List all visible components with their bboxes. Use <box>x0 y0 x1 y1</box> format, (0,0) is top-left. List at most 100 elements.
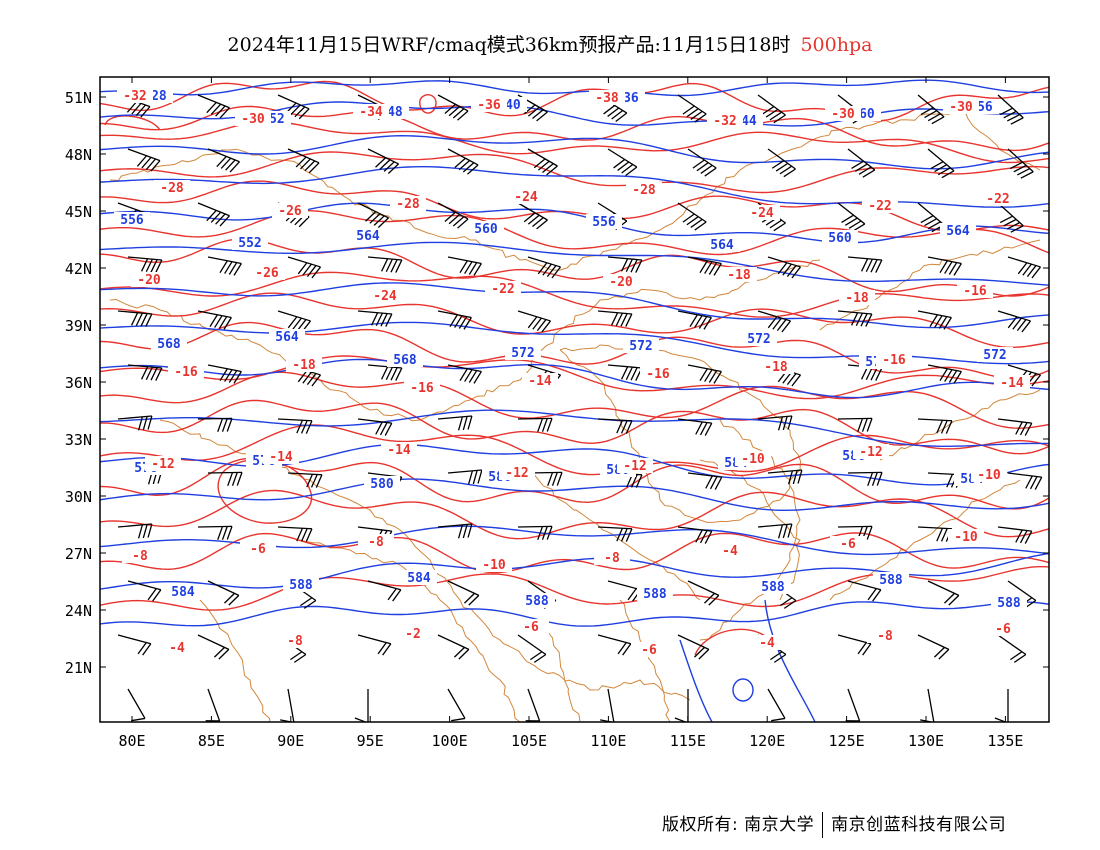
temp-label: -6 <box>250 542 266 557</box>
temp-label: -12 <box>151 457 174 472</box>
latitude-axis: 51N 48N 45N 42N 39N 36N 33N 30N 27N 24N 21N <box>65 89 1049 677</box>
height-label: 560 <box>828 231 852 246</box>
lon-label: 135E <box>987 732 1023 750</box>
lat-label: 39N <box>65 317 92 335</box>
temp-label: -22 <box>491 282 514 297</box>
temp-label: -2 <box>405 627 421 642</box>
lon-label: 100E <box>432 732 468 750</box>
temp-label: -8 <box>287 634 303 649</box>
temp-label: -24 <box>750 206 774 221</box>
temp-label: -22 <box>986 192 1009 207</box>
lon-label: 115E <box>670 732 706 750</box>
geopotential-height-contours <box>100 79 1049 722</box>
temp-label: -16 <box>410 381 434 396</box>
height-label: 572 <box>629 339 652 354</box>
temp-label: -18 <box>764 360 788 375</box>
temp-label: -4 <box>759 636 775 651</box>
temp-label: -16 <box>174 365 198 380</box>
temp-label: -20 <box>609 275 633 290</box>
height-label: 572 <box>747 332 770 347</box>
temp-label: -14 <box>269 450 293 465</box>
temp-label: -16 <box>882 353 906 368</box>
temp-label: -12 <box>859 445 882 460</box>
height-label: 556 <box>592 215 616 230</box>
temp-label: -24 <box>514 190 538 205</box>
height-label: 588 <box>643 587 667 602</box>
lat-label: 45N <box>65 203 92 221</box>
height-label: 572 <box>983 348 1006 363</box>
temp-label: -30 <box>831 107 855 122</box>
temp-label: -4 <box>722 544 738 559</box>
lon-label: 85E <box>198 732 225 750</box>
lon-label: 130E <box>908 732 944 750</box>
temp-label: -16 <box>646 367 670 382</box>
lat-label: 30N <box>65 488 92 506</box>
height-label: 580 <box>370 477 394 492</box>
lat-label: 51N <box>65 89 92 107</box>
lon-label: 105E <box>511 732 547 750</box>
height-label: 564 <box>710 238 734 253</box>
temp-label: -12 <box>623 459 646 474</box>
title-text: 2024年11月15日WRF/cmaq模式36km预报产品:11月15日18时 <box>227 34 791 56</box>
temperature-contour-labels: -32 -30 -34 -36 -38 -32 -30 -30 -28 -26 -28 -24 -28 -… <box>117 88 1030 658</box>
wind-barbs <box>117 94 1043 722</box>
temp-label: -18 <box>727 268 751 283</box>
height-label: 588 <box>525 594 549 609</box>
temp-label: -30 <box>949 100 973 115</box>
temp-label: -26 <box>255 266 279 281</box>
height-label: 568 <box>393 353 417 368</box>
copyright-footer: 版权所有: 南京大学 南京创蓝科技有限公司 <box>662 810 1006 838</box>
temp-label: -18 <box>292 358 316 373</box>
temp-label: -32 <box>713 114 736 129</box>
copyright-company: 南京创蓝科技有限公司 <box>831 815 1007 835</box>
temp-label: -8 <box>877 629 893 644</box>
height-label: 564 <box>356 229 380 244</box>
temp-label: -10 <box>954 530 978 545</box>
temp-label: -38 <box>595 91 619 106</box>
lon-label: 120E <box>749 732 785 750</box>
height-label: 572 <box>511 346 534 361</box>
height-label: 564 <box>275 330 299 345</box>
temp-label: -10 <box>977 468 1001 483</box>
temp-label: -4 <box>169 641 185 656</box>
lon-label: 95E <box>357 732 384 750</box>
lon-label: 125E <box>829 732 865 750</box>
temp-label: -26 <box>278 204 302 219</box>
temp-label: -28 <box>632 183 656 198</box>
copyright-separator <box>822 812 824 838</box>
temp-label: -24 <box>373 289 397 304</box>
lat-label: 42N <box>65 260 92 278</box>
height-label: 560 <box>474 222 498 237</box>
height-label: 564 <box>946 224 970 239</box>
temp-label: -8 <box>132 549 148 564</box>
temp-label: -20 <box>137 273 161 288</box>
temp-label: -14 <box>528 374 552 389</box>
height-label: 588 <box>879 573 903 588</box>
temp-label: -18 <box>845 291 869 306</box>
height-label: 552 <box>238 236 261 251</box>
temp-label: -28 <box>160 181 184 196</box>
lon-label: 90E <box>277 732 304 750</box>
temp-label: -34 <box>359 105 383 120</box>
temp-label: -6 <box>840 537 856 552</box>
temp-label: -14 <box>387 443 411 458</box>
temp-label: -28 <box>396 197 420 212</box>
temp-label: -22 <box>868 199 891 214</box>
temp-label: -32 <box>123 89 146 104</box>
temp-label: -14 <box>1000 376 1024 391</box>
longitude-axis: 80E 85E 90E 95E 100E 105E 110E 115E 120E 125E 130E… <box>118 77 1023 750</box>
temp-label: -6 <box>641 643 657 658</box>
temp-label: -8 <box>604 551 620 566</box>
lat-label: 24N <box>65 602 92 620</box>
map-frame <box>99 76 1050 723</box>
height-label: 556 <box>120 213 144 228</box>
temp-label: -16 <box>963 284 987 299</box>
pressure-level: 500hpa <box>800 34 873 56</box>
height-label: 584 <box>171 585 195 600</box>
temp-label: -10 <box>482 558 506 573</box>
lon-label: 80E <box>118 732 145 750</box>
temp-label: -30 <box>241 112 265 127</box>
lat-label: 21N <box>65 659 92 677</box>
